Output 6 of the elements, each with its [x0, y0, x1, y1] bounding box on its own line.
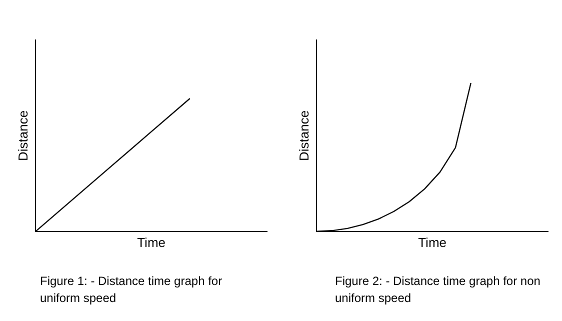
y-axis-title: Distance [296, 110, 312, 161]
caption: Figure 2: - Distance time graph for non uniform speed [335, 273, 542, 307]
x-axis-title: Time [137, 234, 166, 250]
x-axis-title: Time [418, 234, 447, 250]
caption: Figure 1: - Distance time graph for uniform speed [40, 273, 224, 307]
y-axis-title: Distance [15, 110, 30, 161]
